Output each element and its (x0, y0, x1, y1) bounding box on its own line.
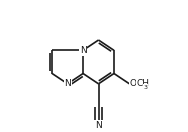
Text: O: O (129, 79, 136, 88)
Text: 3: 3 (143, 84, 147, 89)
Text: N: N (80, 46, 86, 55)
Text: N: N (64, 79, 71, 88)
Text: CH: CH (136, 79, 149, 88)
Text: N: N (95, 121, 102, 129)
